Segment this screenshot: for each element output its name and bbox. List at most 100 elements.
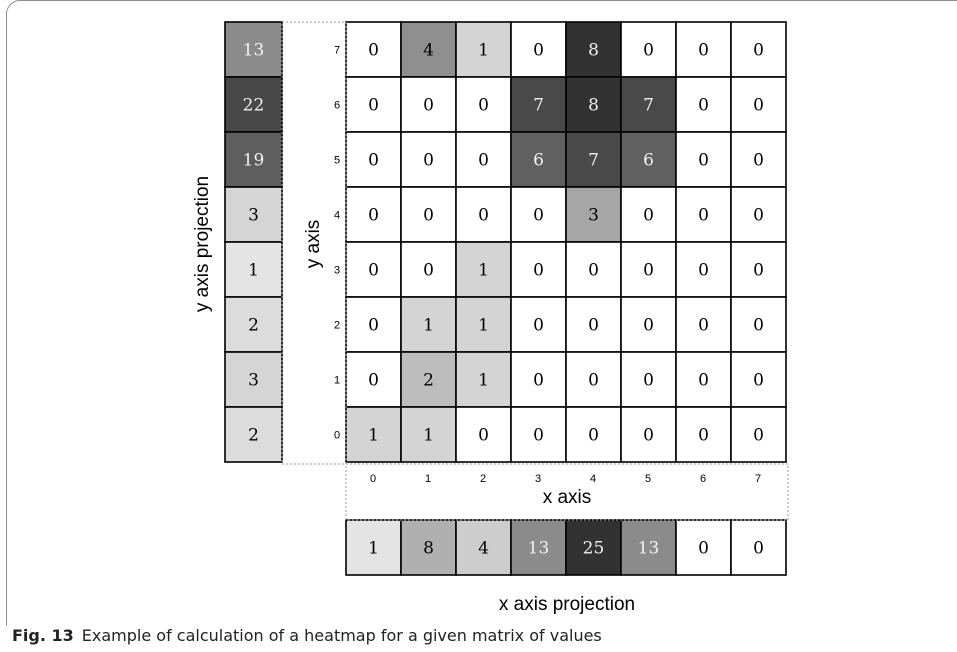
- matrix-cell: [730, 241, 787, 298]
- matrix-value: 0: [588, 316, 599, 336]
- matrix-value: 0: [368, 151, 379, 171]
- matrix-value: 3: [588, 206, 599, 226]
- caption-label: Fig. 13: [12, 626, 74, 645]
- x-projection-row: 1 8 4 13 25 13 0 0: [345, 519, 787, 576]
- x-projection-cell: [620, 519, 677, 576]
- matrix-value: 0: [643, 261, 654, 281]
- y-projection-value: 3: [248, 371, 259, 391]
- x-tick-label: 5: [645, 473, 651, 485]
- matrix-cell: [455, 186, 512, 243]
- y-tick-label: 6: [334, 100, 340, 112]
- x-tick-label: 2: [480, 473, 486, 485]
- y-projection-value: 19: [243, 151, 265, 171]
- matrix-value: 7: [588, 151, 599, 171]
- matrix-value: 0: [753, 426, 764, 446]
- y-projection-value: 13: [243, 41, 265, 61]
- y-tick-label: 0: [334, 430, 340, 442]
- y-tick-label: 5: [334, 155, 340, 167]
- axis-ticks: 7 6 5 4 3 2 1 0 0 1 2 3 4 5 6 7: [334, 45, 761, 486]
- matrix-value: 0: [478, 206, 489, 226]
- matrix-cell: [675, 296, 732, 353]
- matrix-cell: [620, 76, 677, 133]
- matrix-cell: [730, 406, 787, 463]
- matrix-value: 0: [423, 151, 434, 171]
- matrix-cell: [620, 241, 677, 298]
- matrix-value: 0: [368, 371, 379, 391]
- matrix-value: 0: [588, 261, 599, 281]
- matrix-cell: [455, 296, 512, 353]
- heatmap-matrix: 0 4 1 0 8 0 0 0 0 0 0 7 8 7 0 0 0 0 0 6 7 6 0 0 0 0 0 0 3 0 0 0 0 0 1 0 0 0 0 0…: [345, 21, 787, 463]
- y-projection-cell: [224, 351, 283, 408]
- matrix-value: 0: [423, 206, 434, 226]
- matrix-value: 0: [643, 316, 654, 336]
- matrix-value: 0: [423, 261, 434, 281]
- matrix-value: 0: [423, 96, 434, 116]
- matrix-value: 0: [368, 96, 379, 116]
- matrix-cell: [510, 406, 567, 463]
- x-axis-zone: [345, 463, 789, 521]
- matrix-cell: [730, 296, 787, 353]
- matrix-value: 1: [423, 316, 434, 336]
- matrix-value: 0: [368, 316, 379, 336]
- matrix-value: 0: [753, 206, 764, 226]
- x-projection-cell: [565, 519, 622, 576]
- figure-frame: [6, 0, 957, 626]
- x-projection-value: 8: [423, 539, 434, 559]
- x-tick-label: 7: [755, 473, 761, 485]
- y-axis-label: y axis: [303, 220, 324, 269]
- matrix-cell: [510, 131, 567, 188]
- matrix-value: 6: [643, 151, 654, 171]
- matrix-value: 1: [478, 316, 489, 336]
- y-axis-zone: [281, 21, 347, 465]
- matrix-value: 0: [588, 426, 599, 446]
- matrix-cell: [400, 21, 457, 78]
- matrix-value: 0: [753, 371, 764, 391]
- y-tick-label: 7: [334, 45, 340, 57]
- x-tick-label: 1: [425, 473, 431, 485]
- matrix-value: 0: [753, 261, 764, 281]
- y-tick-label: 2: [334, 320, 340, 332]
- matrix-value: 0: [753, 41, 764, 61]
- matrix-value: 1: [478, 261, 489, 281]
- matrix-value: 0: [533, 426, 544, 446]
- matrix-value: 0: [698, 151, 709, 171]
- matrix-value: 0: [753, 316, 764, 336]
- matrix-value: 0: [753, 96, 764, 116]
- matrix-cell: [400, 296, 457, 353]
- matrix-cell: [565, 76, 622, 133]
- matrix-value: 0: [368, 206, 379, 226]
- matrix-cell: [620, 296, 677, 353]
- matrix-value: 1: [423, 426, 434, 446]
- matrix-cell: [565, 131, 622, 188]
- y-projection-label: y axis projection: [192, 176, 213, 312]
- matrix-value: 0: [698, 41, 709, 61]
- y-projection-value: 22: [243, 96, 265, 116]
- matrix-value: 0: [533, 261, 544, 281]
- matrix-value: 8: [588, 41, 599, 61]
- matrix-value: 4: [423, 41, 434, 61]
- x-axis-label: x axis: [543, 487, 592, 508]
- matrix-cell: [455, 76, 512, 133]
- x-projection-cell: [455, 519, 512, 576]
- matrix-cell: [455, 406, 512, 463]
- y-projection-cell: [224, 406, 283, 463]
- figure-caption: Fig. 13 Example of calculation of a heatm…: [12, 626, 602, 645]
- matrix-cell: [400, 131, 457, 188]
- matrix-value: 8: [588, 96, 599, 116]
- matrix-cell: [620, 21, 677, 78]
- matrix-value: 0: [698, 96, 709, 116]
- caption-text: Example of calculation of a heatmap for …: [81, 626, 602, 645]
- x-projection-label: x axis projection: [499, 594, 635, 615]
- matrix-value: 0: [368, 261, 379, 281]
- x-projection-value: 4: [478, 539, 489, 559]
- x-tick-label: 6: [700, 473, 706, 485]
- matrix-value: 2: [423, 371, 434, 391]
- matrix-cell: [730, 21, 787, 78]
- matrix-value: 0: [643, 426, 654, 446]
- matrix-cell: [675, 131, 732, 188]
- matrix-cell: [510, 21, 567, 78]
- x-tick-label: 4: [590, 473, 596, 485]
- matrix-cell: [565, 351, 622, 408]
- x-projection-cell: [345, 519, 402, 576]
- matrix-cell: [730, 131, 787, 188]
